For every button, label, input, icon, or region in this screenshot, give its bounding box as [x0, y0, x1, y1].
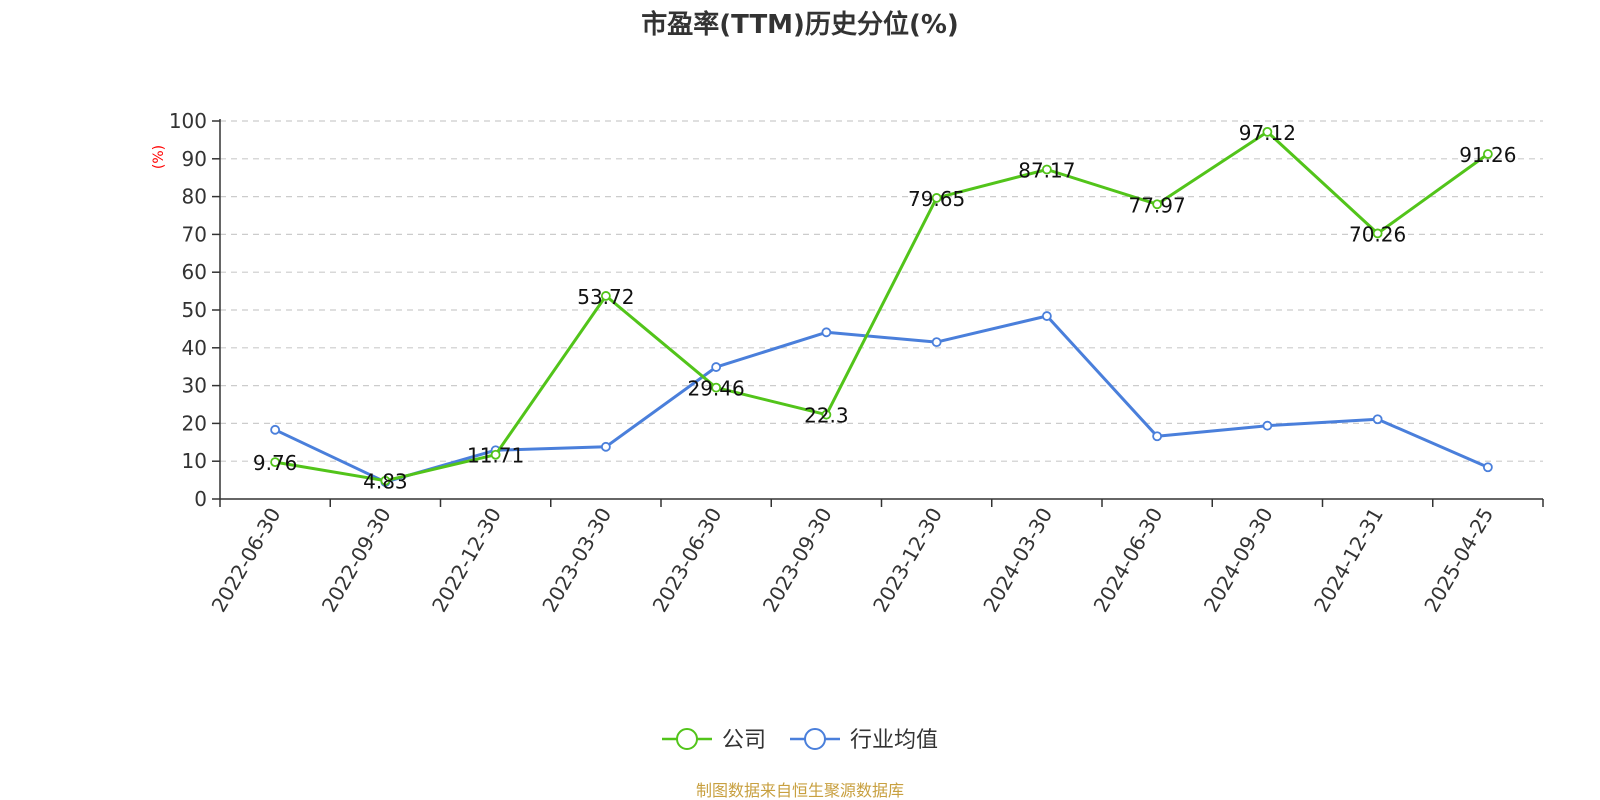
- y-tick-label: 20: [182, 411, 207, 435]
- y-tick-label: 100: [169, 109, 207, 133]
- y-tick-label: 80: [182, 185, 207, 209]
- data-point[interactable]: [1372, 228, 1383, 239]
- data-point[interactable]: [1262, 420, 1273, 431]
- legend-label: 行业均值: [850, 728, 938, 753]
- legend-label: 公司: [722, 728, 766, 753]
- x-tick-label: 2022-06-30: [207, 504, 286, 617]
- legend-marker: [676, 728, 698, 750]
- y-tick-label: 90: [182, 147, 207, 171]
- data-point[interactable]: [711, 362, 722, 372]
- data-label: 29.46: [687, 377, 744, 401]
- x-tick-label: 2024-06-30: [1089, 504, 1168, 617]
- data-label: 4.83: [363, 470, 408, 494]
- data-point[interactable]: [1041, 311, 1052, 321]
- series-公司: [270, 126, 1493, 486]
- y-tick-label: 70: [182, 222, 207, 246]
- data-point[interactable]: [600, 441, 611, 452]
- x-tick-label: 2025-04-25: [1419, 504, 1498, 617]
- x-tick-label: 2023-09-30: [758, 504, 837, 617]
- data-point[interactable]: [1041, 164, 1052, 175]
- data-point[interactable]: [1372, 414, 1383, 425]
- data-label: 87.17: [1018, 158, 1075, 182]
- data-point[interactable]: [380, 475, 391, 486]
- legend-marker: [804, 728, 826, 750]
- data-point[interactable]: [821, 327, 832, 338]
- y-tick-label: 10: [182, 449, 207, 473]
- data-point[interactable]: [1482, 462, 1493, 473]
- series-lines: [270, 126, 1493, 487]
- series-line: [274, 130, 1489, 483]
- legend-item[interactable]: 行业均值: [790, 728, 938, 753]
- x-tick-label: 2023-03-30: [537, 504, 616, 617]
- data-point[interactable]: [600, 291, 611, 301]
- x-tick-label: 2023-12-30: [868, 504, 947, 617]
- grid-lines: [220, 120, 1543, 462]
- series-行业均值: [270, 311, 1493, 487]
- data-label: 70.26: [1349, 222, 1406, 246]
- y-tick-label: 30: [182, 374, 207, 398]
- y-axis-name: (%): [151, 145, 167, 169]
- data-point[interactable]: [931, 337, 942, 348]
- data-point[interactable]: [1152, 431, 1163, 442]
- chart-title: 市盈率(TTM)历史分位(%): [641, 9, 959, 40]
- data-point[interactable]: [931, 193, 942, 203]
- y-tick-label: 40: [182, 336, 207, 360]
- legend-item[interactable]: 公司: [662, 728, 766, 753]
- data-point[interactable]: [711, 382, 722, 393]
- data-label: 77.97: [1128, 193, 1185, 217]
- x-tick-label: 2024-09-30: [1199, 504, 1278, 617]
- data-label: 11.71: [467, 444, 524, 468]
- data-point[interactable]: [270, 457, 281, 468]
- series-line: [274, 314, 1489, 484]
- axes: 0 10 20 30 40 50 60 70 80 90 100 2022-06-30 2022-09-…: [169, 109, 1544, 617]
- data-labels: 9.76 4.83 11.71 53.72 29.46 22.3 79.65 87.17 77.…: [253, 121, 1517, 494]
- data-point[interactable]: [1152, 199, 1163, 210]
- data-point[interactable]: [821, 409, 832, 420]
- data-label: 91.26: [1459, 143, 1516, 167]
- data-point[interactable]: [1262, 126, 1273, 137]
- y-tick-label: 50: [182, 298, 207, 322]
- data-point[interactable]: [490, 449, 501, 460]
- source-note: 制图数据来自恒生聚源数据库: [696, 781, 904, 800]
- x-tick-label: 2022-09-30: [317, 504, 396, 617]
- x-tick-label: 2022-12-30: [427, 504, 506, 617]
- x-tick-label: 2024-12-31: [1309, 504, 1388, 617]
- x-tick-label: 2023-06-30: [648, 504, 727, 617]
- data-point[interactable]: [1482, 149, 1493, 159]
- x-tick-label: 2024-03-30: [978, 504, 1057, 617]
- y-tick-label: 0: [194, 487, 207, 511]
- data-point[interactable]: [270, 424, 281, 435]
- data-label: 53.72: [577, 285, 634, 309]
- data-label: 22.3: [804, 404, 849, 428]
- data-label: 79.65: [908, 187, 965, 211]
- data-label: 9.76: [253, 451, 298, 475]
- data-label: 97.12: [1239, 121, 1296, 145]
- legend[interactable]: 公司 行业均值: [662, 728, 938, 753]
- y-tick-label: 60: [182, 260, 207, 284]
